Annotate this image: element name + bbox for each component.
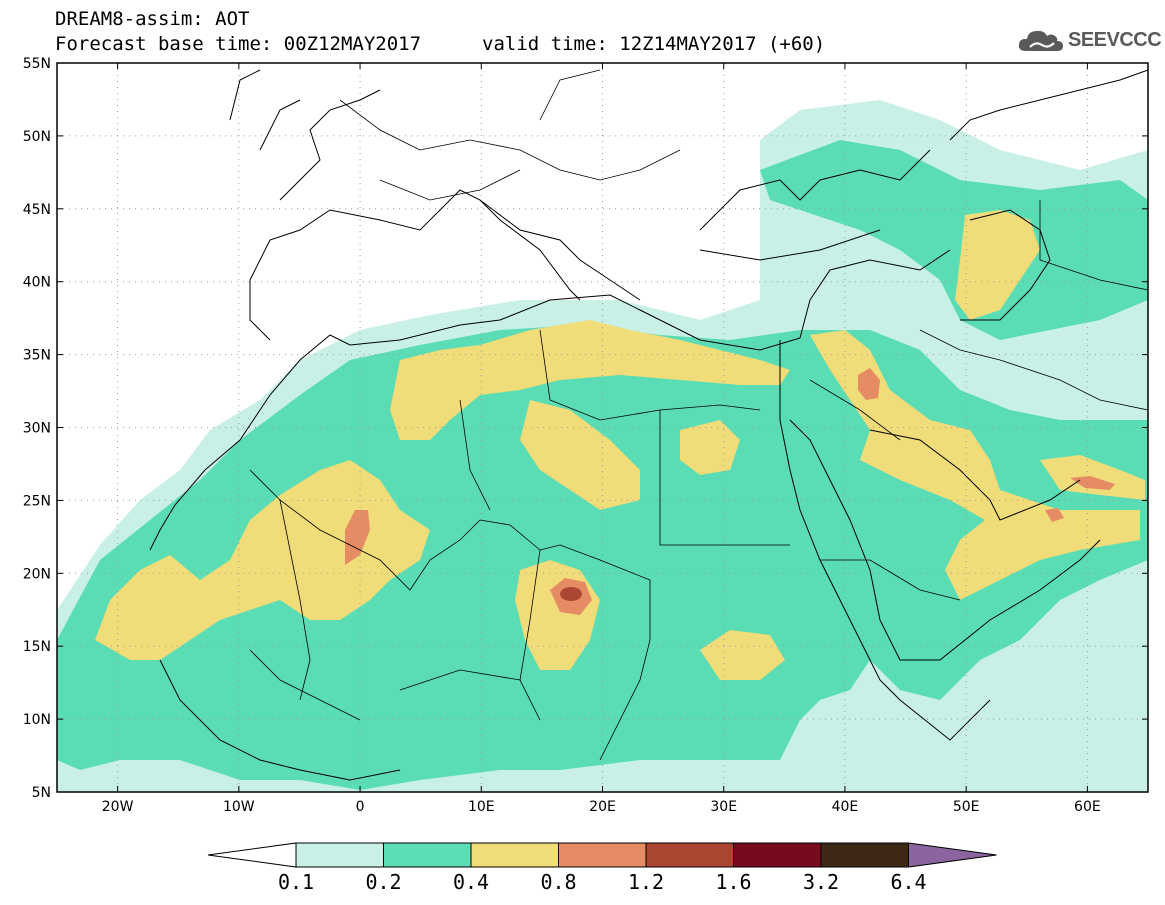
seevccc-logo: SEEVCCC	[1018, 25, 1162, 55]
colorbar-label: 1.6	[715, 870, 751, 894]
valid-time: valid time: 12Z14MAY2017 (+60)	[482, 33, 826, 55]
axis-ticks: 20W 10W 0 10E 20E 30E 40E 50E 60E 55N 50N 45N 40N 35N…	[23, 56, 1148, 815]
colorbar-swatch	[470, 842, 559, 868]
colorbar-swatch	[295, 842, 384, 868]
lon-tick-label: 50E	[953, 799, 980, 815]
colorbar-swatch	[645, 842, 734, 868]
lat-tick-label: 55N	[23, 56, 51, 72]
lon-tick-label: 20E	[589, 799, 616, 815]
colorbar-label: 0.4	[453, 870, 489, 894]
lon-tick-label: 40E	[832, 799, 859, 815]
colorbar-label: 0.8	[540, 870, 576, 894]
lon-tick-label: 30E	[710, 799, 737, 815]
aot-band-0.8	[1070, 476, 1115, 490]
aot-band-0.2	[760, 140, 1148, 340]
map-title: DREAM8-assim: AOT	[55, 8, 250, 30]
lat-tick-label: 5N	[32, 785, 51, 801]
colorbar-under-triangle	[207, 842, 297, 868]
cloud-icon	[1018, 30, 1063, 51]
colorbar-label: 6.4	[890, 870, 926, 894]
aot-band-0.4	[955, 210, 1040, 320]
lat-tick-label: 45N	[23, 202, 51, 218]
lat-tick-label: 35N	[23, 348, 51, 364]
aot-band-0.4	[95, 460, 430, 660]
aot-field	[57, 63, 1148, 792]
aot-band-0.8	[345, 510, 370, 565]
lon-tick-label: 20W	[102, 799, 134, 815]
aot-band-0.8	[1045, 508, 1064, 522]
colorbar-label: 0.1	[278, 870, 314, 894]
coastlines	[149, 69, 1148, 781]
colorbar-swatch	[733, 842, 822, 868]
aot-band-0.4	[700, 630, 785, 680]
colorbar-label: 1.2	[628, 870, 664, 894]
lat-tick-label: 30N	[23, 421, 51, 437]
lat-tick-label: 10N	[23, 712, 51, 728]
logo-text: SEEVCCC	[1068, 28, 1162, 51]
lat-tick-label: 40N	[23, 275, 51, 291]
lon-tick-label: 10E	[468, 799, 495, 815]
colorbar-swatch	[383, 842, 472, 868]
aot-band-1.2	[560, 587, 582, 601]
lat-tick-label: 15N	[23, 639, 51, 655]
lon-tick-label: 60E	[1074, 799, 1101, 815]
lat-tick-label: 50N	[23, 129, 51, 145]
country-borders	[249, 69, 1148, 761]
colorbar-swatch	[558, 842, 647, 868]
colorbar-label: 0.2	[365, 870, 401, 894]
lon-tick-label: 0	[356, 799, 365, 815]
colorbar-over-triangle	[908, 842, 997, 868]
aot-band-0.4	[810, 330, 1140, 600]
aot-band-0.4	[390, 320, 790, 440]
colorbar-label: 3.2	[803, 870, 839, 894]
forecast-base-time: Forecast base time: 00Z12MAY2017	[55, 33, 422, 55]
colorbar-swatch	[820, 842, 909, 868]
lat-tick-label: 20N	[23, 566, 51, 582]
lon-tick-label: 10W	[223, 799, 255, 815]
colorbar: 0.1 0.2 0.4 0.8 1.2 1.6 3.2 6.4	[207, 842, 997, 894]
aot-band-0.8	[858, 368, 880, 400]
lat-tick-label: 25N	[23, 493, 51, 509]
aot-band-0.4	[680, 420, 740, 475]
